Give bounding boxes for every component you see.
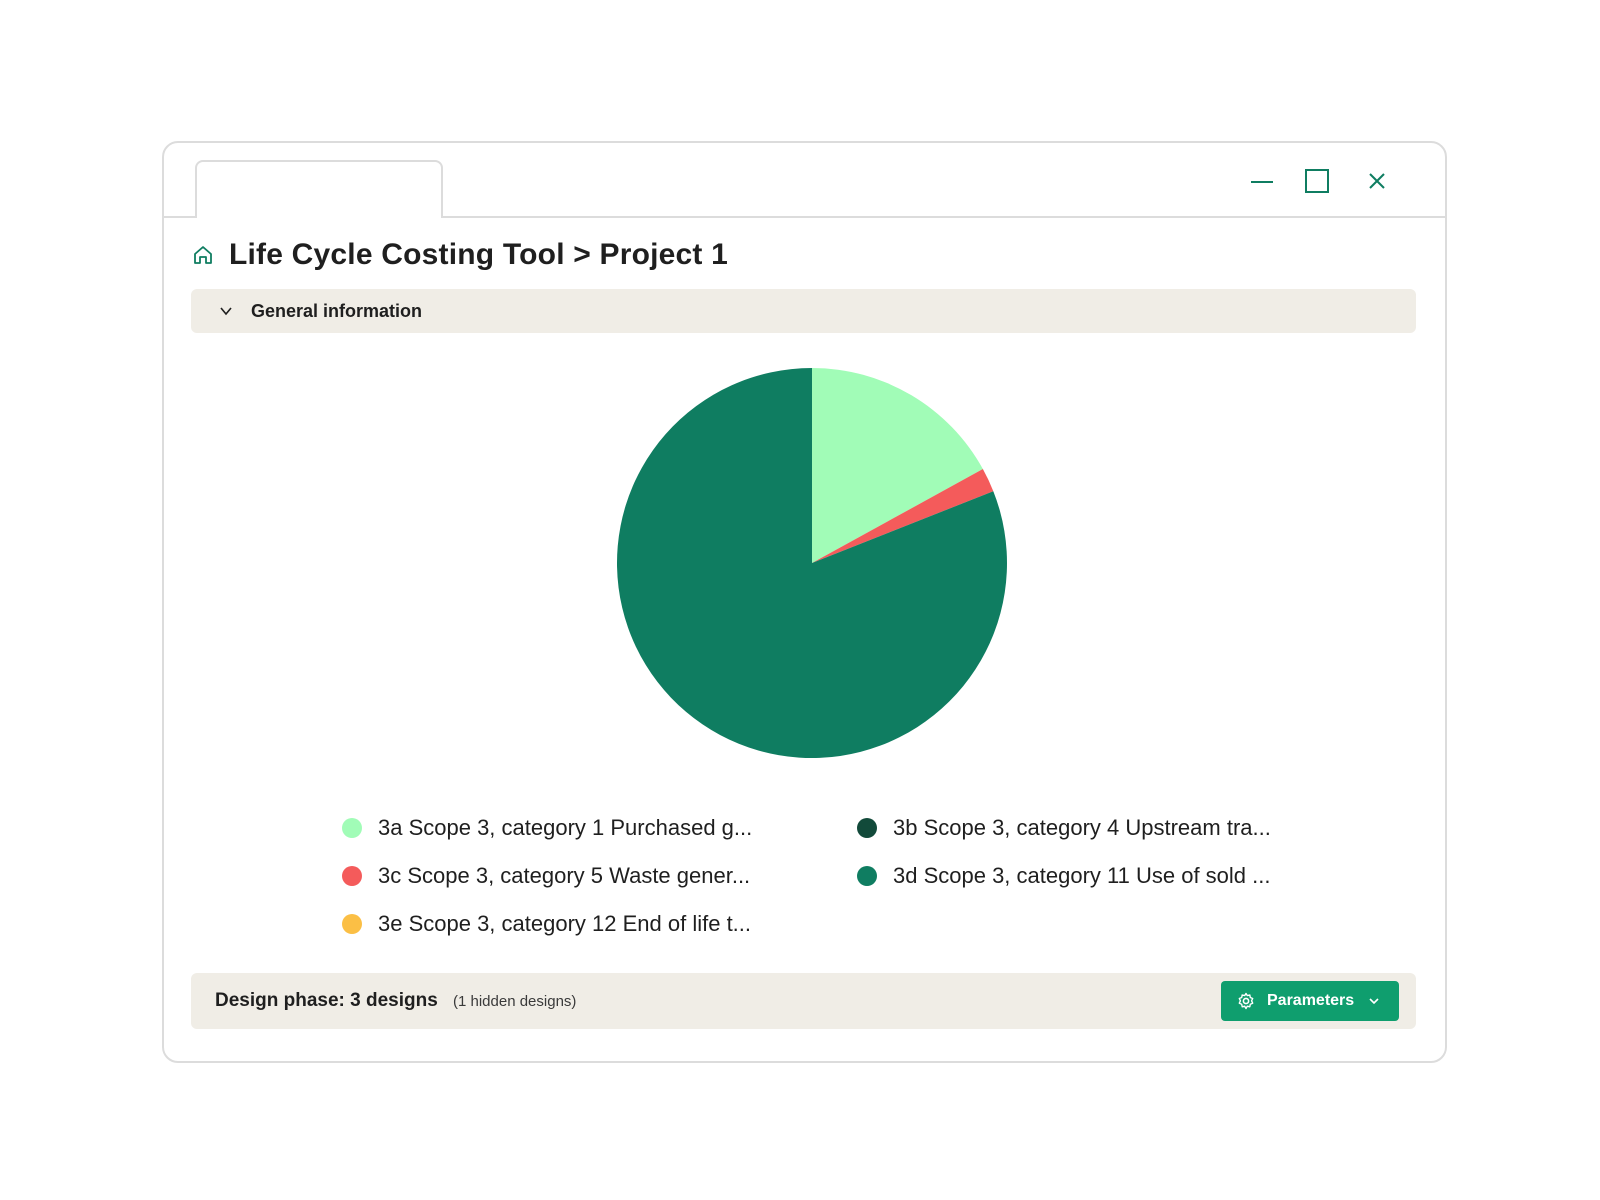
window-tab[interactable] <box>195 160 443 218</box>
legend-label: 3c Scope 3, category 5 Waste gener... <box>378 863 751 888</box>
pie-chart <box>617 368 1007 758</box>
gear-icon <box>1238 992 1254 1010</box>
breadcrumb: Life Cycle Costing Tool > Project 1 <box>192 235 728 275</box>
app-window: Life Cycle Costing Tool > Project 1 Gene… <box>162 141 1447 1063</box>
legend-item[interactable]: 3d Scope 3, category 11 Use of sold ... <box>857 861 1270 891</box>
legend-label: 3a Scope 3, category 1 Purchased g... <box>378 815 753 840</box>
legend-item[interactable]: 3c Scope 3, category 5 Waste gener... <box>342 861 750 891</box>
design-phase-bar: Design phase: 3 designs (1 hidden design… <box>191 973 1416 1029</box>
chevron-down-icon <box>219 304 233 318</box>
pie-slice-0[interactable] <box>812 368 983 563</box>
parameters-label: Parameters <box>1267 992 1355 1009</box>
design-phase-title: Design phase: 3 designs <box>215 990 438 1011</box>
legend-item[interactable]: 3e Scope 3, category 12 End of life t... <box>342 909 751 939</box>
general-information-toggle[interactable]: General information <box>191 289 1416 333</box>
parameters-button[interactable]: Parameters <box>1221 981 1399 1021</box>
legend-label: 3e Scope 3, category 12 End of life t... <box>378 911 752 936</box>
close-button[interactable] <box>1357 161 1397 201</box>
title-bar <box>164 143 1445 218</box>
legend-swatch <box>342 914 362 934</box>
legend-item[interactable]: 3b Scope 3, category 4 Upstream tra... <box>857 813 1271 843</box>
minimize-icon <box>1251 181 1273 183</box>
chevron-down-icon <box>1369 998 1379 1005</box>
legend-label: 3b Scope 3, category 4 Upstream tra... <box>893 815 1271 840</box>
section-label: General information <box>251 300 423 321</box>
legend-swatch <box>342 818 362 838</box>
home-icon[interactable] <box>192 244 214 266</box>
legend-swatch <box>342 866 362 886</box>
close-icon <box>1369 173 1385 189</box>
chart-legend: 3a Scope 3, category 1 Purchased g... 3b … <box>342 813 1342 963</box>
legend-swatch <box>857 818 877 838</box>
maximize-icon <box>1305 169 1329 193</box>
minimize-button[interactable] <box>1242 161 1282 201</box>
legend-swatch <box>857 866 877 886</box>
maximize-button[interactable] <box>1297 161 1337 201</box>
pie-slice-2[interactable] <box>812 469 994 563</box>
legend-label: 3d Scope 3, category 11 Use of sold ... <box>893 863 1271 888</box>
hidden-designs-note: (1 hidden designs) <box>453 993 577 1010</box>
pie-slice-3[interactable] <box>617 368 1007 758</box>
legend-item[interactable]: 3a Scope 3, category 1 Purchased g... <box>342 813 752 843</box>
page-title: Life Cycle Costing Tool > Project 1 <box>229 238 729 271</box>
